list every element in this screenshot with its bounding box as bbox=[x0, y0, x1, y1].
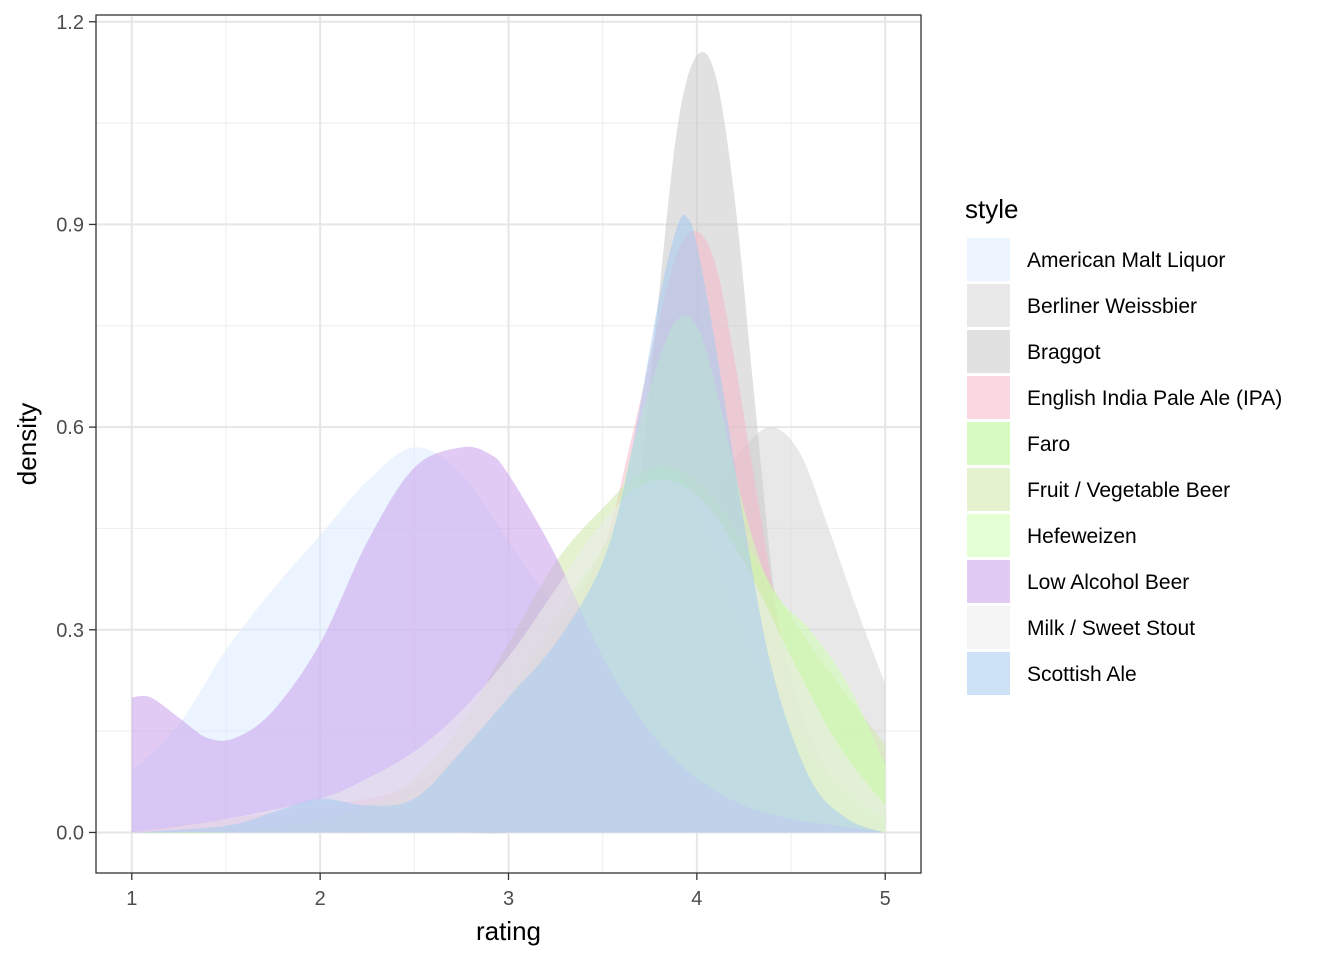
density-area-9 bbox=[131, 214, 886, 833]
y-axis-title: density bbox=[12, 403, 42, 485]
x-tick-label: 3 bbox=[503, 888, 514, 910]
legend-label: American Malt Liquor bbox=[1027, 249, 1225, 272]
legend-swatch bbox=[967, 238, 1010, 281]
x-tick-label: 2 bbox=[315, 888, 326, 910]
legend-label: Milk / Sweet Stout bbox=[1027, 617, 1195, 640]
y-tick-label: 1.2 bbox=[56, 12, 84, 34]
legend-swatch bbox=[967, 422, 1010, 465]
legend-swatch bbox=[967, 652, 1010, 695]
x-axis: 1 2 3 4 5 bbox=[126, 873, 891, 910]
y-tick-label: 0.6 bbox=[56, 417, 84, 439]
x-tick-label: 4 bbox=[691, 888, 702, 910]
legend-items: American Malt Liquor Berliner Weissbier Br… bbox=[967, 238, 1282, 695]
legend-label: English India Pale Ale (IPA) bbox=[1027, 387, 1282, 410]
y-tick-label: 0.3 bbox=[56, 620, 84, 642]
legend-swatch bbox=[967, 514, 1010, 557]
legend-label: Hefeweizen bbox=[1027, 525, 1137, 548]
legend-label: Low Alcohol Beer bbox=[1027, 571, 1189, 594]
legend-swatch bbox=[967, 330, 1010, 373]
x-tick-label: 1 bbox=[126, 888, 137, 910]
legend-title: style bbox=[965, 194, 1018, 224]
legend-label: Fruit / Vegetable Beer bbox=[1027, 479, 1230, 502]
legend-swatch bbox=[967, 284, 1010, 327]
legend-swatch bbox=[967, 606, 1010, 649]
x-tick-label: 5 bbox=[880, 888, 891, 910]
legend: style American Malt Liquor Berliner Weiss… bbox=[965, 194, 1282, 695]
density-area-7 bbox=[131, 446, 886, 833]
legend-swatch bbox=[967, 376, 1010, 419]
legend-label: Braggot bbox=[1027, 341, 1101, 364]
legend-swatch bbox=[967, 560, 1010, 603]
x-axis-title: rating bbox=[476, 916, 541, 946]
legend-label: Berliner Weissbier bbox=[1027, 295, 1197, 318]
density-areas bbox=[131, 51, 886, 834]
y-tick-label: 0.0 bbox=[56, 822, 84, 844]
y-tick-label: 0.9 bbox=[56, 214, 84, 236]
y-axis: 0.0 0.3 0.6 0.9 1.2 bbox=[56, 12, 96, 844]
legend-label: Faro bbox=[1027, 433, 1070, 456]
legend-swatch bbox=[967, 468, 1010, 511]
legend-label: Scottish Ale bbox=[1027, 663, 1137, 686]
